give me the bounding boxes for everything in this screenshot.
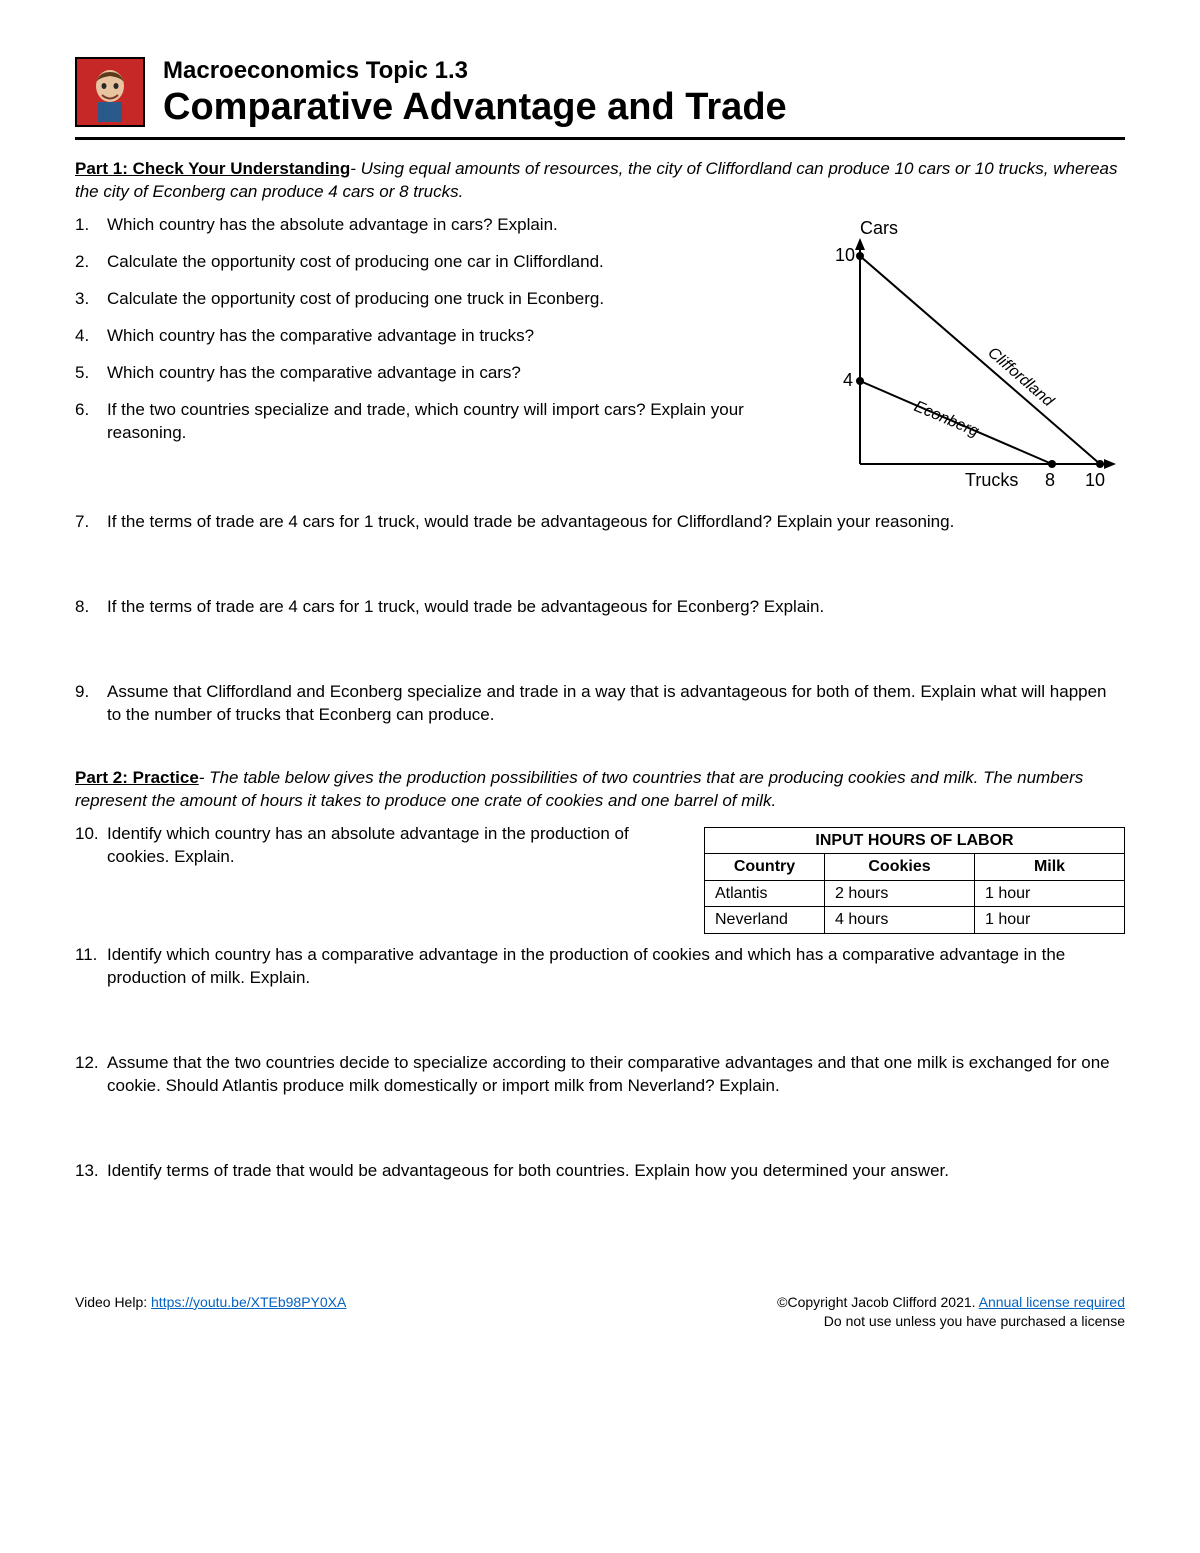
svg-text:8: 8	[1045, 470, 1055, 490]
header: Macroeconomics Topic 1.3 Comparative Adv…	[75, 55, 1125, 140]
part2-intro: Part 2: Practice- The table below gives …	[75, 767, 1125, 813]
q-num: 3.	[75, 288, 107, 311]
table-row: Neverland 4 hours 1 hour	[705, 907, 1125, 934]
q-text: Calculate the opportunity cost of produc…	[107, 251, 604, 274]
video-help-label: Video Help:	[75, 1294, 151, 1310]
part1-questions-7-9: 7.If the terms of trade are 4 cars for 1…	[75, 511, 1125, 727]
copyright-text: ©Copyright Jacob Clifford 2021.	[777, 1294, 979, 1310]
q-text: Which country has the absolute advantage…	[107, 214, 558, 237]
q-text: If the terms of trade are 4 cars for 1 t…	[107, 596, 824, 619]
ppf-chart: Cars 10 4 8 10 Trucks Cliffordland	[805, 214, 1125, 511]
q-num: 5.	[75, 362, 107, 385]
q-text: Assume that the two countries decide to …	[107, 1052, 1125, 1098]
svg-text:4: 4	[843, 370, 853, 390]
col-country: Country	[705, 854, 825, 881]
page-footer: Video Help: https://youtu.be/XTEb98PY0XA…	[75, 1293, 1125, 1331]
disclaimer-text: Do not use unless you have purchased a l…	[824, 1313, 1125, 1329]
q-num: 11.	[75, 944, 107, 990]
part1-questions-1-6: 1.Which country has the absolute advanta…	[75, 214, 785, 445]
page-title: Comparative Advantage and Trade	[163, 87, 787, 129]
q-text: Identify which country has a comparative…	[107, 944, 1125, 990]
license-link[interactable]: Annual license required	[979, 1294, 1125, 1310]
q-text: If the two countries specialize and trad…	[107, 399, 785, 445]
svg-text:Trucks: Trucks	[965, 470, 1018, 490]
q-num: 9.	[75, 681, 107, 727]
q-text: If the terms of trade are 4 cars for 1 t…	[107, 511, 954, 534]
part2-questions-11-13: 11.Identify which country has a comparat…	[75, 944, 1125, 1183]
q-num: 7.	[75, 511, 107, 534]
q-num: 13.	[75, 1160, 107, 1183]
q-num: 6.	[75, 399, 107, 445]
q-text: Calculate the opportunity cost of produc…	[107, 288, 604, 311]
q-num: 4.	[75, 325, 107, 348]
q-text: Identify which country has an absolute a…	[107, 823, 674, 869]
q-num: 12.	[75, 1052, 107, 1098]
table-row: Atlantis 2 hours 1 hour	[705, 880, 1125, 907]
input-hours-table: INPUT HOURS OF LABOR Country Cookies Mil…	[704, 827, 1125, 934]
q-num: 1.	[75, 214, 107, 237]
svg-text:10: 10	[1085, 470, 1105, 490]
topic-label: Macroeconomics Topic 1.3	[163, 55, 787, 87]
q-num: 2.	[75, 251, 107, 274]
svg-text:10: 10	[835, 245, 855, 265]
svg-text:Cliffordland: Cliffordland	[984, 344, 1057, 411]
author-avatar	[75, 57, 145, 127]
q-text: Assume that Cliffordland and Econberg sp…	[107, 681, 1125, 727]
chart-y-label: Cars	[860, 218, 898, 238]
q-text: Which country has the comparative advant…	[107, 362, 521, 385]
part1-label: Part 1: Check Your Understanding	[75, 159, 350, 178]
col-milk: Milk	[975, 854, 1125, 881]
col-cookies: Cookies	[825, 854, 975, 881]
svg-text:Econberg: Econberg	[911, 398, 981, 440]
part2-label: Part 2: Practice	[75, 768, 199, 787]
part1-intro: Part 1: Check Your Understanding- Using …	[75, 158, 1125, 204]
q-num: 8.	[75, 596, 107, 619]
q-text: Which country has the comparative advant…	[107, 325, 534, 348]
part2-desc: - The table below gives the production p…	[75, 768, 1083, 810]
q-text: Identify terms of trade that would be ad…	[107, 1160, 949, 1183]
table-title: INPUT HOURS OF LABOR	[704, 827, 1125, 854]
q-num: 10.	[75, 823, 107, 869]
video-help-link[interactable]: https://youtu.be/XTEb98PY0XA	[151, 1294, 346, 1310]
